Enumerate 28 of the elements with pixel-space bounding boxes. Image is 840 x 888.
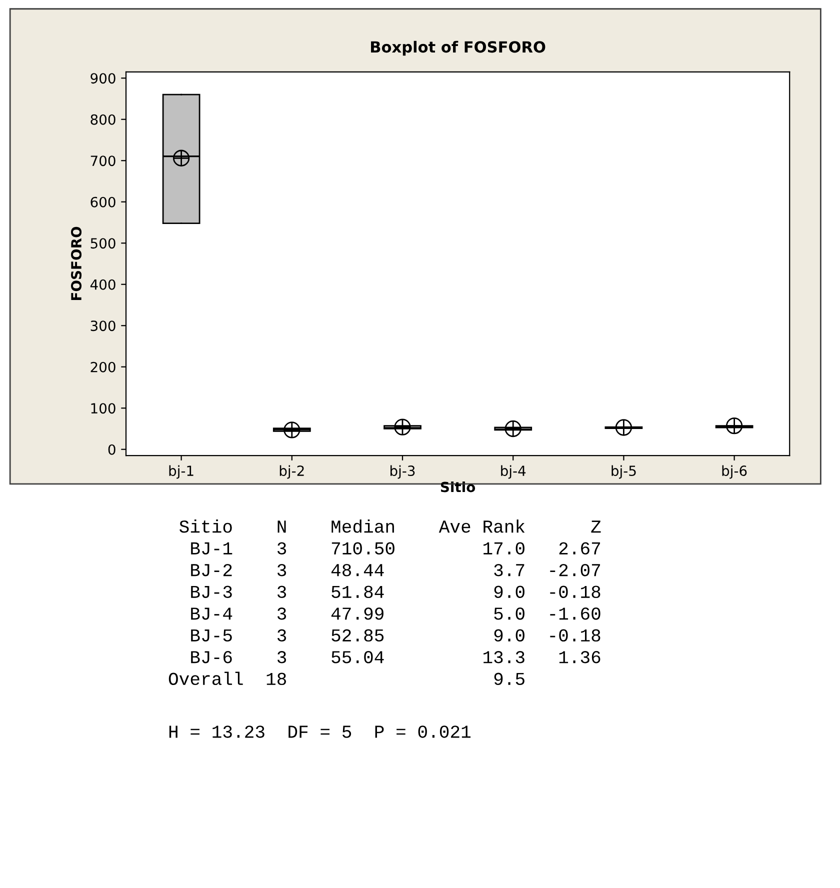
- x-tick-label: bj-2: [280, 465, 304, 479]
- text: BJ-2 3 48.44 3.7 -2.07: [191, 564, 600, 576]
- x-axis-title: Sitio: [440, 481, 476, 492]
- y-tick-label: 700: [90, 156, 116, 166]
- y-tick-label: 800: [90, 114, 116, 125]
- y-tick-label: 200: [90, 362, 116, 372]
- text: Overall 18 9.5: [168, 672, 524, 686]
- y-tick-label: 100: [91, 403, 116, 414]
- x-tick-label: bj-4: [501, 465, 526, 479]
- y-tick-label: 400: [90, 279, 116, 290]
- x-tick-label: bj-1: [169, 465, 194, 479]
- text: BJ-4 3 47.99 5.0 -1.60: [191, 608, 600, 620]
- y-tick-label: 900: [90, 73, 116, 84]
- x-tick-label: bj-3: [390, 465, 415, 479]
- text: BJ-6 3 55.04 13.3 1.36: [191, 651, 600, 664]
- text: BJ-5 3 52.85 9.0 -0.18: [191, 629, 600, 642]
- y-axis-title: FOSFORO: [71, 226, 82, 300]
- text: BJ-1 3 710.50 17.0 2.67: [191, 542, 600, 554]
- y-tick-label: 600: [90, 196, 116, 208]
- y-tick-label: 300: [90, 320, 116, 332]
- y-tick-label: 500: [90, 238, 116, 249]
- y-tick-label: 0: [108, 444, 116, 455]
- text: Sitio N Median Ave Rank Z: [180, 519, 601, 533]
- chart-title: Boxplot of FOSFORO: [371, 40, 546, 56]
- text: H = 13.23 DF = 5 P = 0.021: [169, 726, 471, 738]
- x-tick-label: bj-5: [612, 465, 636, 479]
- text: BJ-3 3 51.84 9.0 -0.18: [191, 586, 600, 598]
- x-tick-label: bj-6: [722, 465, 747, 479]
